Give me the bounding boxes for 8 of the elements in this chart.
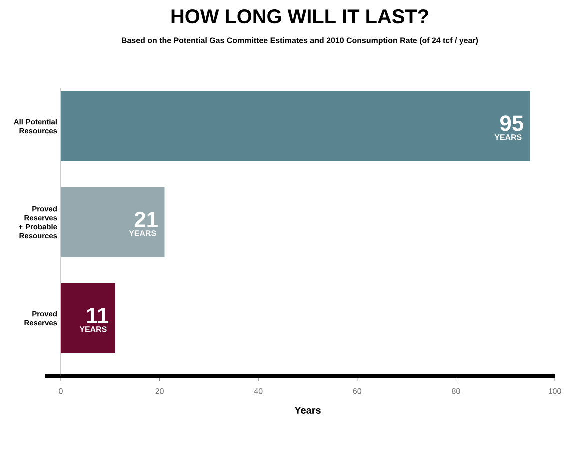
chart-title: HOW LONG WILL IT LAST? — [172, 10, 428, 24]
bar — [61, 283, 116, 354]
data-label: 95 — [500, 116, 524, 132]
bar — [61, 187, 165, 258]
x-axis-title: Years — [294, 407, 321, 414]
data-label: 21 — [134, 212, 158, 228]
data-label: 11 — [87, 308, 109, 324]
bar — [61, 91, 530, 162]
